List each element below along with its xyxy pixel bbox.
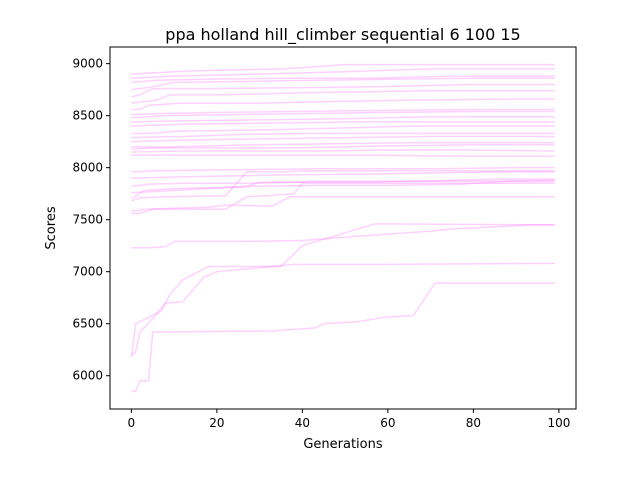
y-tick-label: 8000 xyxy=(72,161,103,175)
series-line-29 xyxy=(131,68,555,79)
series-layer xyxy=(130,63,555,393)
y-tick-label: 7500 xyxy=(72,213,103,227)
y-tick-label: 8500 xyxy=(72,109,103,123)
x-tick-label: 100 xyxy=(547,416,570,430)
x-axis-label: Generations xyxy=(303,437,383,452)
series-line-22 xyxy=(131,110,555,119)
series-line-23 xyxy=(131,108,555,116)
series-line-2 xyxy=(130,262,555,356)
y-tick-label: 9000 xyxy=(72,57,103,71)
series-line-12 xyxy=(131,166,555,173)
series-line-30 xyxy=(131,63,555,75)
series-line-16 xyxy=(131,141,555,148)
x-tick-label: 80 xyxy=(466,416,481,430)
series-line-19 xyxy=(131,125,555,135)
series-line-25 xyxy=(131,89,555,104)
series-line-24 xyxy=(131,98,555,111)
series-line-13 xyxy=(131,154,555,157)
series-line-11 xyxy=(131,171,555,179)
y-tick-label: 6000 xyxy=(72,369,103,383)
series-line-15 xyxy=(131,144,555,150)
x-tick-label: 0 xyxy=(128,416,136,430)
series-line-5 xyxy=(131,182,555,215)
series-line-27 xyxy=(131,77,555,91)
x-axis: 0 20 40 60 80 100 xyxy=(128,409,570,430)
y-tick-label: 7000 xyxy=(72,265,103,279)
y-axis: 6000 6500 7000 7500 8000 8500 9000 xyxy=(72,57,110,383)
y-tick-label: 6500 xyxy=(72,317,103,331)
series-line-8 xyxy=(130,179,555,200)
series-line-20 xyxy=(131,121,555,127)
series-line-17 xyxy=(131,135,555,143)
series-line-26 xyxy=(131,83,555,98)
series-line-1 xyxy=(131,282,555,393)
series-line-6 xyxy=(131,196,555,213)
x-tick-label: 60 xyxy=(380,416,395,430)
series-line-9 xyxy=(131,180,555,194)
series-line-18 xyxy=(131,132,555,139)
series-line-3 xyxy=(130,223,555,358)
x-tick-label: 20 xyxy=(209,416,224,430)
series-line-7 xyxy=(131,170,555,202)
series-line-21 xyxy=(131,115,555,123)
y-axis-label: Scores xyxy=(44,206,59,249)
x-tick-label: 40 xyxy=(295,416,310,430)
series-line-10 xyxy=(131,178,555,188)
plot-frame xyxy=(109,46,577,410)
series-line-28 xyxy=(131,75,555,84)
chart-title: ppa holland hill_climber sequential 6 10… xyxy=(165,25,520,45)
series-line-4 xyxy=(131,224,555,249)
series-line-14 xyxy=(131,149,555,153)
